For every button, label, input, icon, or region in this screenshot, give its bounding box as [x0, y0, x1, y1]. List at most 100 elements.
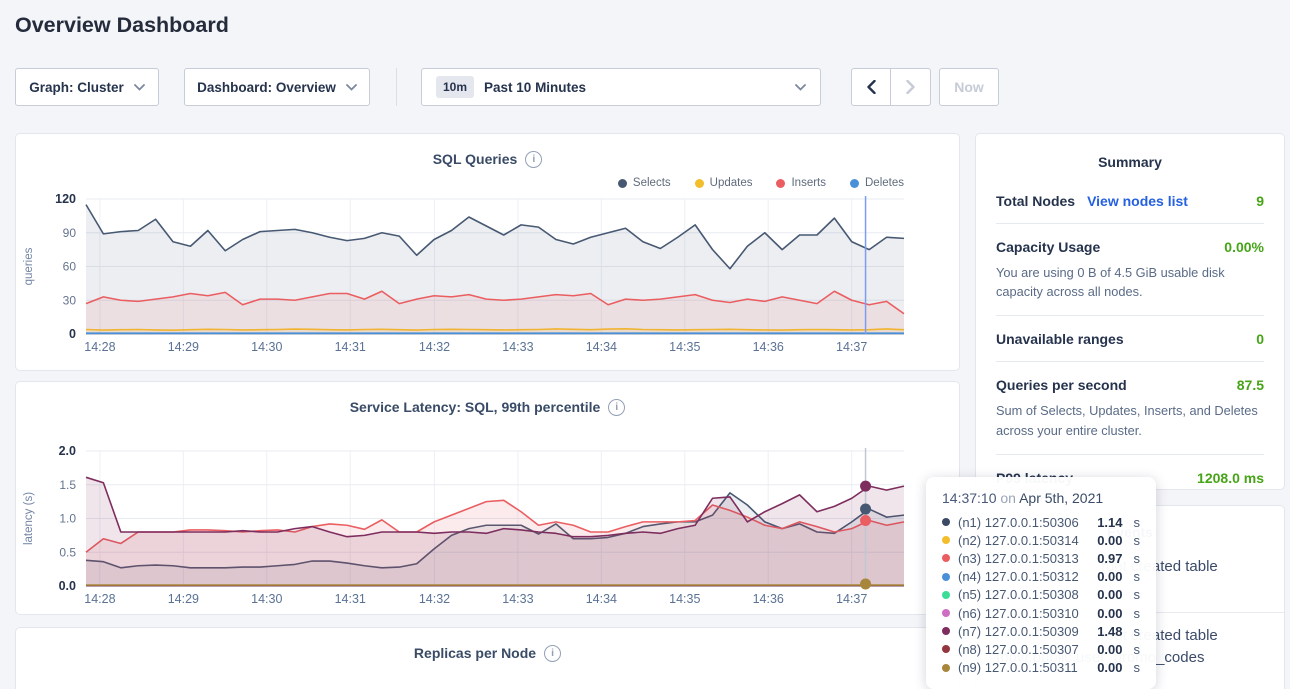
legend-dot-icon — [850, 178, 859, 188]
service-latency-card: Service Latency: SQL, 99th percentile i … — [15, 381, 960, 615]
tooltip-time: 14:37:10 — [942, 490, 997, 506]
summary-row-unavailable-ranges: Unavailable ranges 0 — [996, 316, 1264, 363]
summary-row-total-nodes: Total Nodes View nodes list 9 — [996, 178, 1264, 224]
tooltip-node-row: (n6) 127.0.0.1:50310 0.00 s — [942, 604, 1140, 622]
info-icon[interactable]: i — [525, 150, 543, 168]
series-dot-icon — [942, 609, 950, 618]
next-time-button[interactable] — [891, 68, 931, 106]
svg-text:14:37: 14:37 — [836, 340, 867, 354]
legend-dot-icon — [694, 178, 704, 188]
replicas-per-node-card: Replicas per Node i — [15, 627, 960, 689]
chevron-left-icon — [866, 80, 876, 94]
sql-queries-chart[interactable]: 0 30 60 90 120 14:28 14:29 14:30 14:31 14:32 14:33… — [16, 191, 959, 365]
sql-queries-chart-title: SQL Queries — [432, 151, 518, 167]
svg-text:14:37: 14:37 — [836, 592, 867, 606]
svg-text:1.0: 1.0 — [59, 512, 76, 526]
tooltip-node-row: (n8) 127.0.0.1:50307 0.00 s — [942, 640, 1140, 658]
svg-text:120: 120 — [55, 192, 76, 206]
summary-row-capacity-usage: Capacity Usage 0.00% You are using 0 B o… — [996, 224, 1264, 317]
tooltip-node-label: (n6) 127.0.0.1:50310 — [958, 605, 1079, 621]
tooltip-node-value: 0.00 — [1097, 569, 1123, 585]
legend-item-deletes: Deletes — [850, 175, 904, 191]
queries-per-second-label: Queries per second — [996, 377, 1127, 394]
legend-label: Selects — [632, 177, 671, 189]
info-icon[interactable]: i — [608, 398, 626, 416]
legend-item-selects: Selects — [617, 175, 671, 191]
queries-per-second-value: 87.5 — [1236, 377, 1264, 394]
service-latency-chart[interactable]: 0.0 0.5 1.0 1.5 2.0 14:28 14:29 14:30 14:31 14:32… — [16, 417, 959, 617]
chart-latency-svg: 0.0 0.5 1.0 1.5 2.0 14:28 14:29 14:30 14:31 14:32… — [23, 444, 905, 606]
series-dot-icon — [942, 572, 950, 581]
series-dot-icon — [942, 645, 950, 654]
legend-dot-icon — [617, 178, 627, 188]
tooltip-node-value: 0.00 — [1097, 641, 1123, 657]
tooltip-timestamp: 14:37:10 on Apr 5th, 2021 — [942, 490, 1140, 506]
legend-dot-icon — [776, 178, 786, 188]
tooltip-node-unit: s — [1133, 605, 1141, 621]
tooltip-node-value: 1.48 — [1097, 623, 1123, 639]
svg-text:14:34: 14:34 — [586, 592, 617, 606]
svg-text:14:33: 14:33 — [502, 340, 533, 354]
info-icon[interactable]: i — [544, 644, 562, 662]
svg-text:14:32: 14:32 — [419, 340, 450, 354]
view-nodes-list-link[interactable]: View nodes list — [1087, 193, 1188, 209]
sql-queries-card: SQL Queries i Selects Updates Inserts Delet… — [15, 133, 960, 371]
time-range-label: Past 10 Minutes — [484, 79, 587, 95]
svg-text:14:31: 14:31 — [335, 340, 366, 354]
tooltip-node-value: 0.00 — [1097, 605, 1123, 621]
tooltip-node-unit: s — [1133, 514, 1141, 530]
svg-text:14:28: 14:28 — [84, 340, 115, 354]
tooltip-node-unit: s — [1133, 550, 1141, 566]
tooltip-date: Apr 5th, 2021 — [1019, 490, 1104, 506]
svg-text:14:29: 14:29 — [168, 340, 199, 354]
tooltip-node-row: (n3) 127.0.0.1:50313 0.97 s — [942, 549, 1140, 567]
svg-text:90: 90 — [63, 226, 77, 240]
capacity-usage-value: 0.00% — [1224, 239, 1264, 255]
queries-per-second-description: Sum of Selects, Updates, Inserts, and De… — [996, 403, 1258, 438]
tooltip-node-unit: s — [1133, 587, 1141, 603]
svg-text:14:28: 14:28 — [84, 592, 115, 606]
service-latency-chart-title: Service Latency: SQL, 99th percentile — [349, 399, 601, 415]
time-step-buttons — [851, 68, 931, 106]
series-dot-icon — [942, 627, 950, 636]
legend-label: Inserts — [791, 177, 826, 189]
total-nodes-label: Total Nodes — [996, 193, 1076, 209]
tooltip-node-row: (n2) 127.0.0.1:50314 0.00 s — [942, 531, 1140, 549]
divider — [396, 68, 397, 106]
dashboard-dropdown[interactable]: Dashboard: Overview — [184, 68, 370, 106]
chart-hover-tooltip: 14:37:10 on Apr 5th, 2021 (n1) 127.0.0.1… — [926, 477, 1156, 689]
previous-time-button[interactable] — [851, 68, 891, 106]
tooltip-node-unit: s — [1133, 532, 1141, 548]
svg-text:14:34: 14:34 — [586, 340, 617, 354]
svg-text:14:33: 14:33 — [502, 592, 533, 606]
now-button[interactable]: Now — [939, 68, 999, 106]
chevron-down-icon — [345, 83, 357, 91]
svg-text:14:35: 14:35 — [669, 592, 700, 606]
time-range-picker[interactable]: 10m Past 10 Minutes — [421, 68, 821, 106]
graph-dropdown[interactable]: Graph: Cluster — [15, 68, 159, 106]
tooltip-node-row: (n5) 127.0.0.1:50308 0.00 s — [942, 586, 1140, 604]
svg-text:14:30: 14:30 — [251, 592, 282, 606]
series-dot-icon — [942, 663, 950, 672]
tooltip-node-value: 0.00 — [1097, 532, 1123, 548]
svg-text:latency (s): latency (s) — [23, 492, 35, 545]
tooltip-node-label: (n4) 127.0.0.1:50312 — [958, 569, 1079, 585]
tooltip-node-label: (n8) 127.0.0.1:50307 — [958, 641, 1079, 657]
svg-text:14:30: 14:30 — [251, 340, 282, 354]
summary-card: Summary Total Nodes View nodes list 9 Ca… — [975, 133, 1285, 490]
tooltip-node-row: (n4) 127.0.0.1:50312 0.00 s — [942, 568, 1140, 586]
chevron-down-icon — [795, 83, 806, 91]
svg-text:14:36: 14:36 — [753, 340, 784, 354]
replicas-chart-title: Replicas per Node — [413, 645, 537, 661]
svg-text:2.0: 2.0 — [59, 444, 76, 458]
series-dot-icon — [942, 590, 950, 599]
svg-text:14:36: 14:36 — [753, 592, 784, 606]
series-dot-icon — [942, 554, 950, 563]
tooltip-node-unit: s — [1133, 660, 1141, 676]
legend-label: Updates — [709, 177, 753, 189]
tooltip-node-row: (n1) 127.0.0.1:50306 1.14 s — [942, 513, 1140, 531]
svg-text:14:32: 14:32 — [419, 592, 450, 606]
tooltip-node-value: 0.97 — [1097, 550, 1123, 566]
tooltip-node-row: (n9) 127.0.0.1:50311 0.00 s — [942, 659, 1140, 677]
unavailable-ranges-label: Unavailable ranges — [996, 331, 1124, 348]
